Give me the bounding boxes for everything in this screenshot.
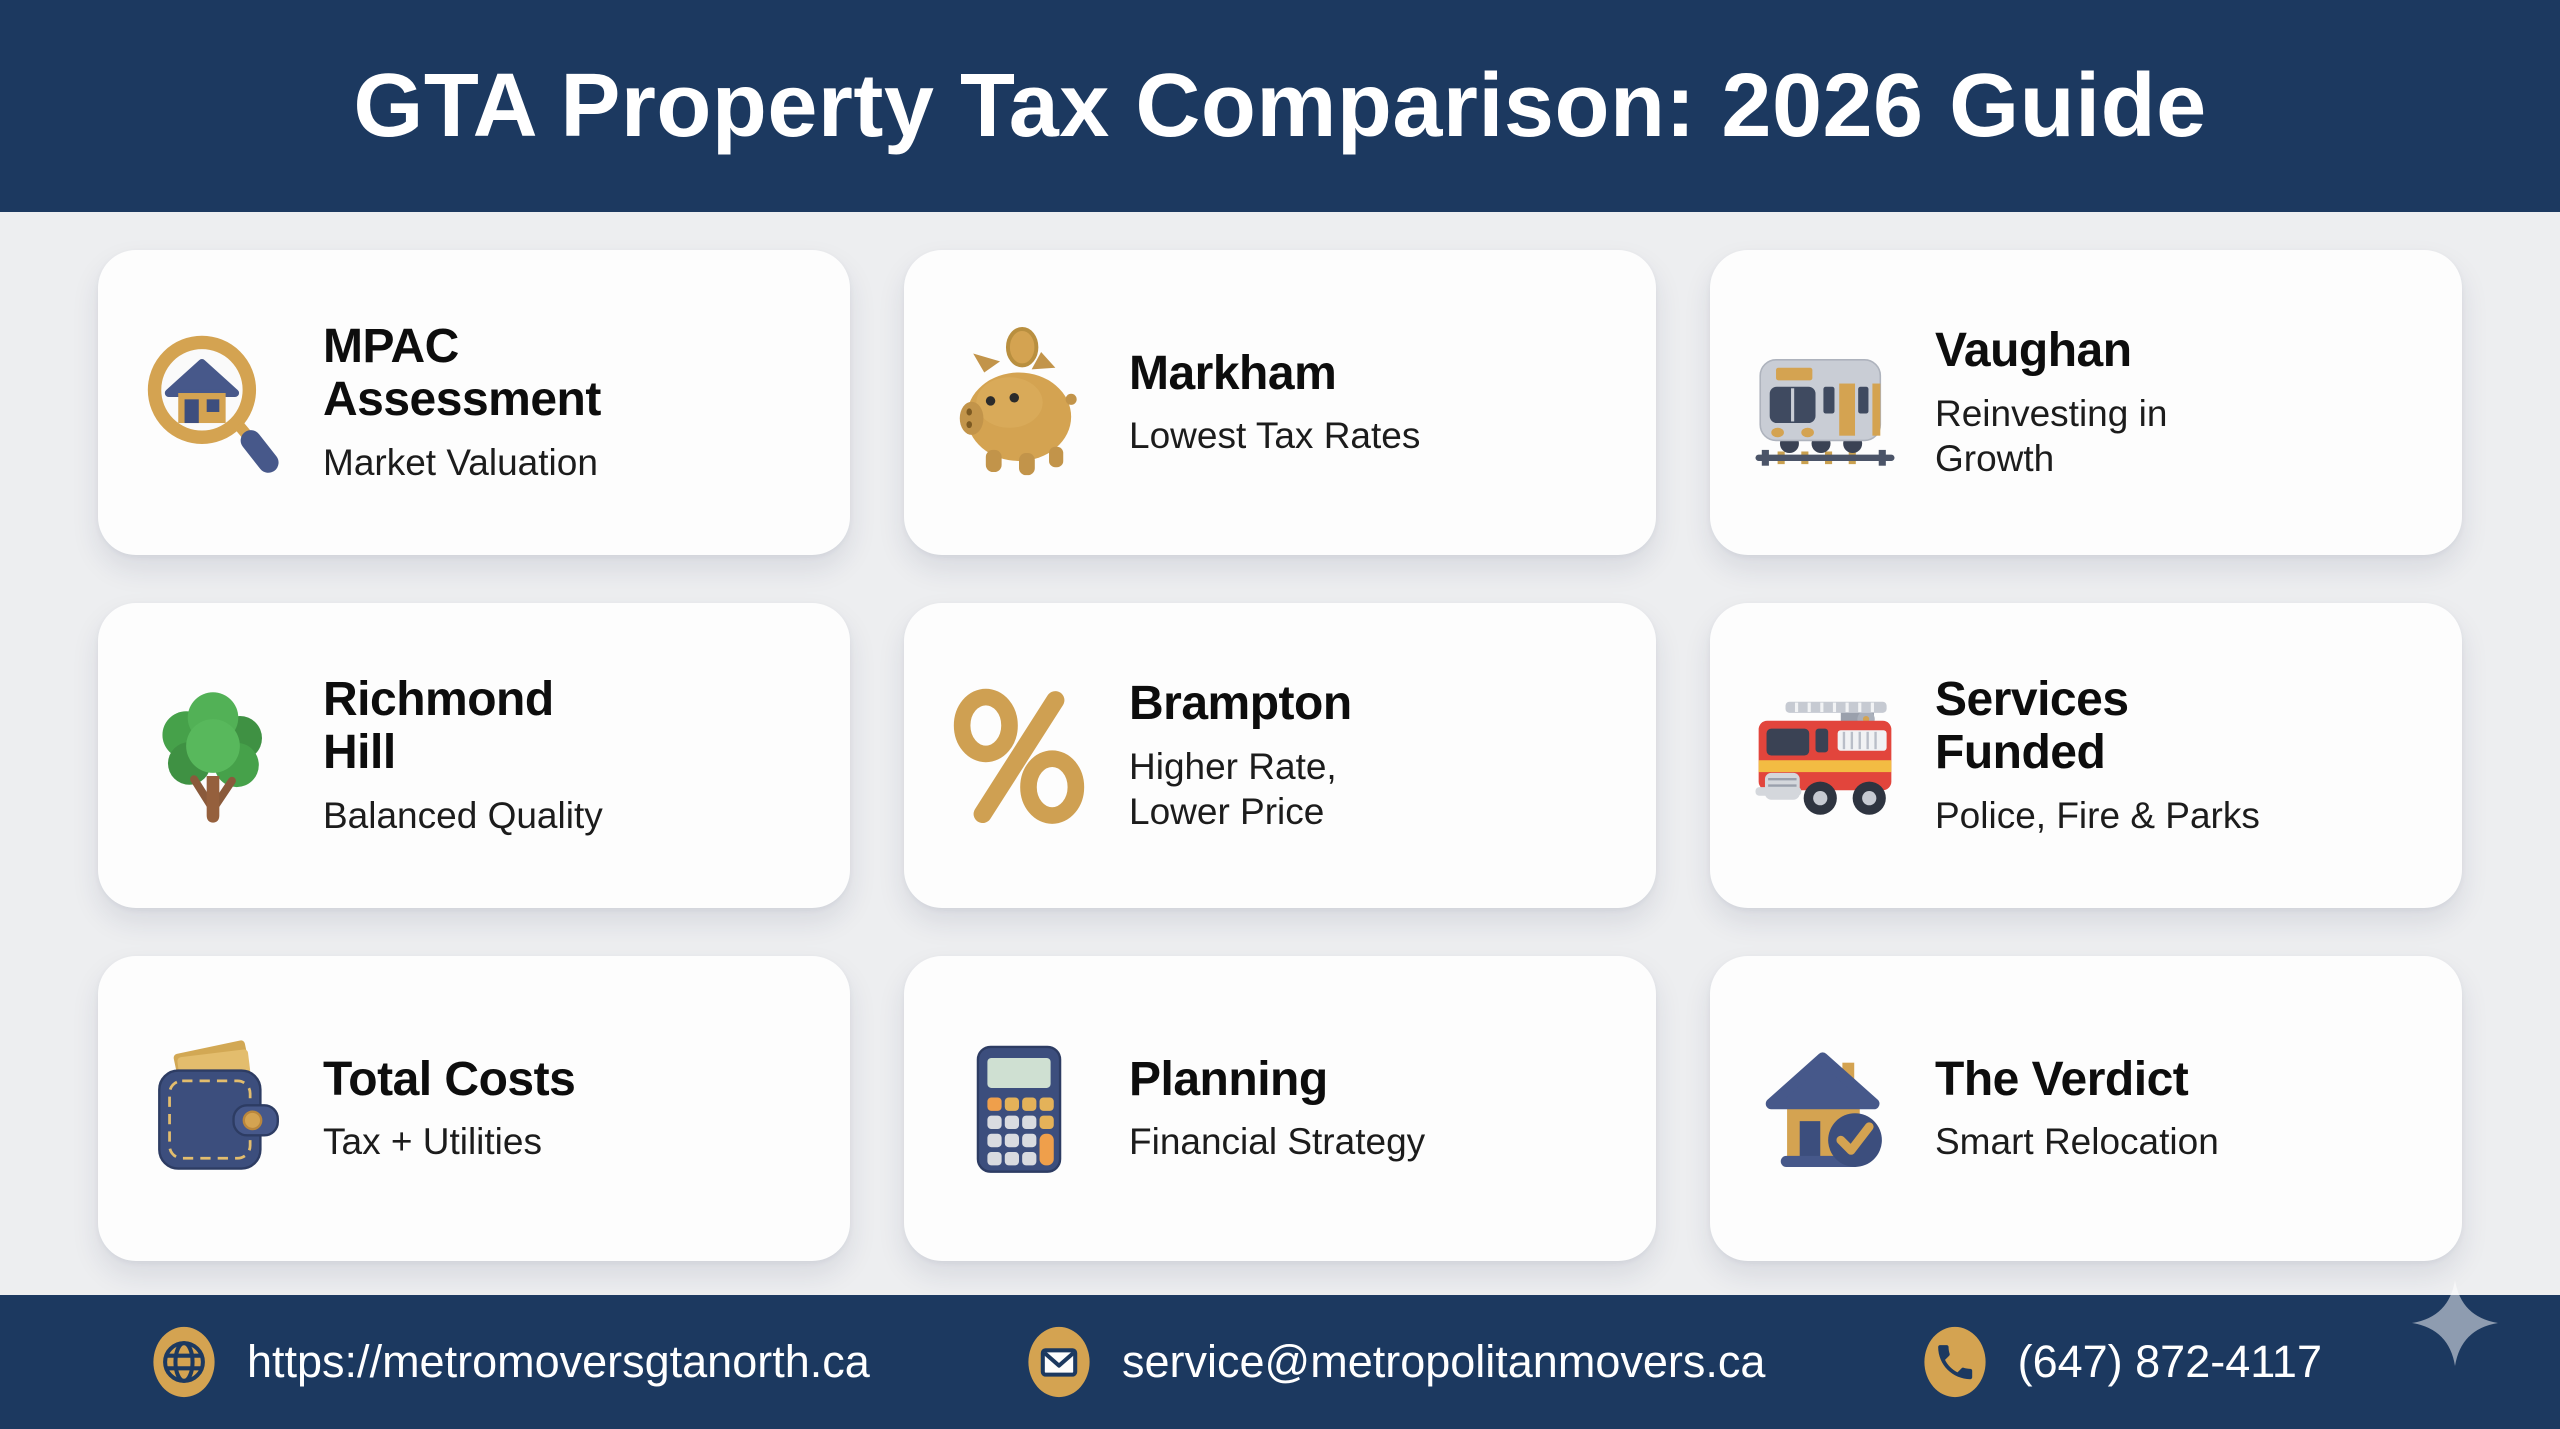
card-title: MPAC Assessment (323, 319, 601, 427)
card-title: Brampton (1129, 677, 1352, 730)
card-subtitle: Balanced Quality (323, 795, 603, 837)
card-planning: Planning Financial Strategy (904, 956, 1656, 1261)
card-the-verdict: The Verdict Smart Relocation (1710, 956, 2462, 1261)
card-subtitle: Smart Relocation (1935, 1121, 2219, 1163)
piggy-bank-icon (936, 293, 1101, 513)
globe-icon (153, 1326, 215, 1398)
percent-icon (936, 646, 1101, 866)
train-icon (1742, 293, 1907, 513)
card-title: Planning (1129, 1052, 1328, 1106)
magnifier-house-icon (130, 293, 295, 513)
header-bar: GTA Property Tax Comparison: 2026 Guide (0, 0, 2560, 212)
tree-icon (130, 646, 295, 866)
card-vaughan: Vaughan Reinvesting in Growth (1710, 250, 2462, 555)
footer-bar: https://metromoversgtanorth.ca service@m… (0, 1295, 2560, 1429)
card-title: The Verdict (1935, 1052, 2189, 1106)
house-check-icon (1742, 999, 1907, 1219)
fire-truck-icon (1742, 646, 1907, 866)
card-subtitle: Financial Strategy (1129, 1121, 1426, 1163)
card-title: Markham (1129, 346, 1337, 400)
website-url: https://metromoversgtanorth.ca (247, 1336, 870, 1387)
card-richmond-hill: Richmond Hill Balanced Quality (98, 603, 850, 908)
phone-number: (647) 872-4117 (2017, 1336, 2322, 1387)
card-services-funded: Services Funded Police, Fire & Parks (1710, 603, 2462, 908)
card-subtitle: Lowest Tax Rates (1129, 415, 1421, 457)
website-link[interactable]: https://metromoversgtanorth.ca (148, 1321, 870, 1403)
envelope-icon (1028, 1326, 1090, 1398)
email-link[interactable]: service@metropolitanmovers.ca (1023, 1321, 1765, 1403)
email-address: service@metropolitanmovers.ca (1121, 1336, 1766, 1387)
card-markham: Markham Lowest Tax Rates (904, 250, 1656, 555)
card-subtitle: Tax + Utilities (323, 1121, 542, 1163)
card-title: Services Funded (1935, 672, 2129, 780)
wallet-icon (130, 999, 295, 1219)
card-subtitle: Police, Fire & Parks (1935, 795, 2260, 837)
cards-grid: MPAC Assessment Market Valuation (98, 250, 2462, 1261)
page-title: GTA Property Tax Comparison: 2026 Guide (353, 55, 2207, 156)
card-mpac-assessment: MPAC Assessment Market Valuation (98, 250, 850, 555)
calculator-icon (936, 999, 1101, 1219)
card-subtitle: Market Valuation (323, 442, 598, 484)
card-total-costs: Total Costs Tax + Utilities (98, 956, 850, 1261)
card-subtitle: Reinvesting in Growth (1935, 392, 2168, 479)
card-title: Vaughan (1935, 324, 2132, 377)
phone-link[interactable]: (647) 872-4117 (1919, 1321, 2322, 1403)
card-subtitle: Higher Rate, Lower Price (1129, 745, 1337, 832)
card-title: Richmond Hill (323, 672, 554, 780)
card-title: Total Costs (323, 1052, 576, 1106)
sparkle-icon (2412, 1280, 2498, 1366)
card-brampton: Brampton Higher Rate, Lower Price (904, 603, 1656, 908)
phone-icon (1923, 1326, 1986, 1398)
